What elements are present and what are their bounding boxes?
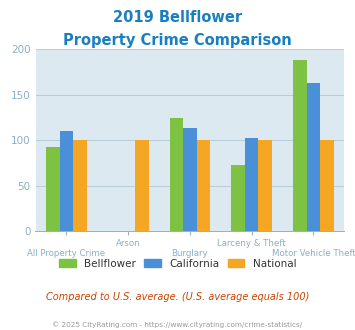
Bar (135, 140, 148, 231)
Legend: Bellflower, California, National: Bellflower, California, National (55, 254, 300, 273)
Text: Arson: Arson (116, 239, 141, 248)
Text: All Property Crime: All Property Crime (27, 249, 105, 258)
Bar (46, 147, 60, 231)
Bar (258, 140, 272, 231)
Text: Motor Vehicle Theft: Motor Vehicle Theft (272, 249, 355, 258)
Bar (73, 140, 87, 231)
Bar (245, 138, 258, 231)
Text: © 2025 CityRating.com - https://www.cityrating.com/crime-statistics/: © 2025 CityRating.com - https://www.city… (53, 322, 302, 328)
Bar (170, 117, 183, 231)
Bar (60, 131, 73, 231)
Bar (307, 83, 320, 231)
Text: Property Crime Comparison: Property Crime Comparison (63, 33, 292, 48)
Bar (197, 140, 210, 231)
Text: Burglary: Burglary (171, 249, 208, 258)
Bar (231, 165, 245, 231)
Bar (293, 60, 307, 231)
Text: Larceny & Theft: Larceny & Theft (217, 239, 286, 248)
Text: 2019 Bellflower: 2019 Bellflower (113, 10, 242, 25)
Bar (183, 128, 197, 231)
Bar (320, 140, 334, 231)
Text: Compared to U.S. average. (U.S. average equals 100): Compared to U.S. average. (U.S. average … (46, 292, 309, 302)
